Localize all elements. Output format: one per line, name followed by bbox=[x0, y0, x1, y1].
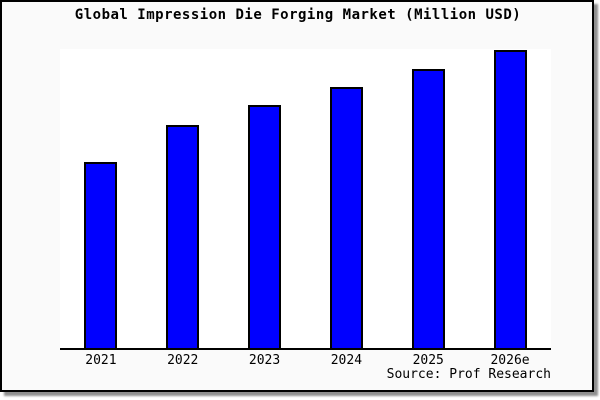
x-tick-label-2024: 2024 bbox=[330, 353, 363, 368]
x-tick-label-2023: 2023 bbox=[248, 353, 281, 368]
x-tick-label-2021: 2021 bbox=[85, 353, 117, 368]
bar-slot-2026e bbox=[469, 49, 551, 348]
bar-2021 bbox=[84, 162, 118, 348]
bar-2025 bbox=[411, 69, 445, 348]
chart-title: Global Impression Die Forging Market (Mi… bbox=[74, 7, 522, 23]
x-tick-label-2022: 2022 bbox=[167, 353, 199, 368]
bar-slot-2025 bbox=[387, 49, 469, 348]
bar-2026e bbox=[493, 50, 527, 348]
bar-slot-2022 bbox=[142, 49, 224, 348]
x-tick-label-2025: 2025 bbox=[412, 353, 444, 368]
bar-slot-2021 bbox=[60, 49, 142, 348]
x-axis-labels: 2021 2022 2023 2024 2025 2026e bbox=[60, 353, 551, 368]
source-attribution: Source: Prof Research bbox=[386, 367, 551, 382]
plot-area bbox=[60, 49, 551, 350]
x-tick-label-2026e: 2026e bbox=[490, 353, 530, 368]
bar-2024 bbox=[329, 87, 363, 348]
bar-slot-2024 bbox=[305, 49, 387, 348]
bar-slot-2023 bbox=[224, 49, 306, 348]
bar-2022 bbox=[166, 125, 200, 348]
bar-2023 bbox=[248, 105, 282, 348]
